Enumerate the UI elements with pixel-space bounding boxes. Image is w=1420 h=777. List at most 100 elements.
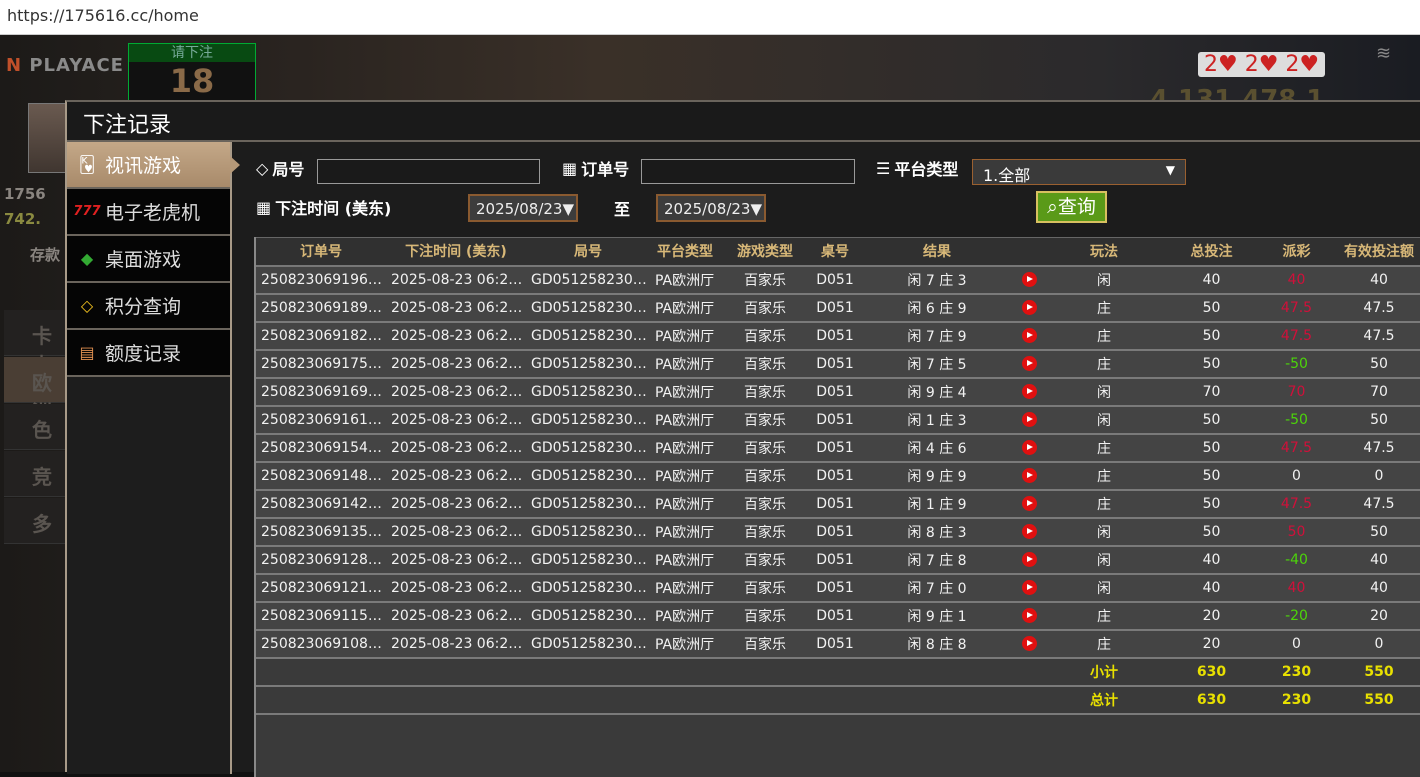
cell-table-id: D051 <box>810 377 860 407</box>
modal-title: 下注记录 <box>67 102 1420 142</box>
replay-cell <box>1014 405 1044 435</box>
clipboard-icon: ▦ <box>562 158 578 178</box>
cell-total-bet: 50 <box>1164 349 1259 379</box>
play-video-icon[interactable] <box>1021 636 1037 651</box>
bet-records-modal: 下注记录 🂾 视讯游戏 777 电子老虎机 ◆ 桌面游戏 ◇ 积分查询 ▤ 额度记录 ◇ 局… <box>65 100 1420 777</box>
cell-round-id: GD051258230MT <box>526 377 650 407</box>
play-video-icon[interactable] <box>1021 524 1037 539</box>
cell-game-type: 百家乐 <box>720 433 810 463</box>
cell-game-type: 百家乐 <box>720 489 810 519</box>
cell-table-id: D051 <box>810 489 860 519</box>
play-video-icon[interactable] <box>1021 412 1037 427</box>
cell-round-id: GD051258230MX <box>526 265 650 295</box>
play-video-icon[interactable] <box>1021 300 1037 315</box>
cell-game-type: 百家乐 <box>720 629 810 659</box>
play-video-icon[interactable] <box>1021 356 1037 371</box>
cell-valid-bet: 40 <box>1334 265 1420 295</box>
cell-total-bet: 40 <box>1164 265 1259 295</box>
cell-round-id: GD051258230MK <box>526 629 650 659</box>
cell-order-id: 250823069135395 <box>256 517 386 547</box>
nav-item-credit-records[interactable]: ▤ 额度记录 <box>67 330 230 377</box>
play-video-icon[interactable] <box>1021 440 1037 455</box>
table-row: 250823069108934 2025-08-23 06:20:29 GD0512… <box>256 629 1420 659</box>
play-video-icon[interactable] <box>1021 552 1037 567</box>
date-to-picker[interactable]: 2025/08/23▼ <box>656 194 766 222</box>
play-video-icon[interactable] <box>1021 272 1037 287</box>
cell-order-id: 250823069142511 <box>256 489 386 519</box>
cell-total-bet: 50 <box>1164 293 1259 323</box>
play-video-icon[interactable] <box>1021 496 1037 511</box>
cell-round-id: GD051258230MO <box>526 517 650 547</box>
cell-bet-type: 闲 <box>1044 573 1164 603</box>
play-video-icon[interactable] <box>1021 580 1037 595</box>
play-video-icon[interactable] <box>1021 384 1037 399</box>
cell-game-type: 百家乐 <box>720 349 810 379</box>
cell-round-id: GD051258230MQ <box>526 461 650 491</box>
order-input[interactable] <box>641 159 855 184</box>
date-from-picker[interactable]: 2025/08/23▼ <box>468 194 578 222</box>
cell-platform: PA欧洲厅 <box>650 573 720 603</box>
to-label: 至 <box>614 200 631 219</box>
cell-result: 闲 1 庄 9 <box>860 489 1014 519</box>
list-icon: ☰ <box>876 158 891 178</box>
replay-cell <box>1014 601 1044 631</box>
subtotal-total-bet: 630 <box>1164 657 1259 687</box>
play-video-icon[interactable] <box>1021 468 1037 483</box>
cell-valid-bet: 20 <box>1334 601 1420 631</box>
cell-game-type: 百家乐 <box>720 545 810 575</box>
cell-game-type: 百家乐 <box>720 405 810 435</box>
cell-total-bet: 50 <box>1164 461 1259 491</box>
cell-result: 闲 4 庄 6 <box>860 433 1014 463</box>
document-icon: ▤ <box>79 343 95 362</box>
nav-item-live-games[interactable]: 🂾 视讯游戏 <box>67 142 240 189</box>
cell-bet-time: 2025-08-23 06:28:51 <box>386 293 526 323</box>
cell-table-id: D051 <box>810 293 860 323</box>
play-video-icon[interactable] <box>1021 608 1037 623</box>
table-row: 250823069189298 2025-08-23 06:28:51 GD0512… <box>256 293 1420 323</box>
cell-payout: -40 <box>1259 545 1334 575</box>
cell-bet-time: 2025-08-23 06:21:08 <box>386 601 526 631</box>
column-header: 游戏类型 <box>720 237 810 267</box>
column-header: 总投注 <box>1164 237 1259 267</box>
play-video-icon[interactable] <box>1021 328 1037 343</box>
slot-777-icon: 777 <box>73 204 101 219</box>
cell-valid-bet: 40 <box>1334 545 1420 575</box>
cell-valid-bet: 40 <box>1334 573 1420 603</box>
cell-bet-time: 2025-08-23 06:25:15 <box>386 433 526 463</box>
cell-payout: 47.5 <box>1259 433 1334 463</box>
table-row: 250823069161131 2025-08-23 06:25:54 GD0512… <box>256 405 1420 435</box>
column-header <box>1014 237 1044 267</box>
cell-payout: -50 <box>1259 349 1334 379</box>
cell-order-id: 250823069161131 <box>256 405 386 435</box>
cell-round-id: GD051258230MS <box>526 405 650 435</box>
platform-select[interactable]: 1.全部 ▼ <box>972 159 1186 185</box>
cell-table-id: D051 <box>810 629 860 659</box>
round-input[interactable] <box>317 159 540 184</box>
nav-item-slots[interactable]: 777 电子老虎机 <box>67 189 230 236</box>
table-row: 250823069148017 2025-08-23 06:24:32 GD0512… <box>256 461 1420 491</box>
cell-round-id: GD051258230MU <box>526 349 650 379</box>
cell-result: 闲 6 庄 9 <box>860 293 1014 323</box>
column-header: 有效投注额 <box>1334 237 1420 267</box>
cell-payout: 0 <box>1259 461 1334 491</box>
column-header: 派彩 <box>1259 237 1334 267</box>
cell-bet-time: 2025-08-23 06:27:24 <box>386 349 526 379</box>
bet-records-table: 订单号 下注时间 (美东) 局号 平台类型 游戏类型 桌号 结果 玩法 总投注 派彩 有效投注额 2… <box>254 237 1420 777</box>
deposit-link[interactable]: 存款 <box>30 246 61 264</box>
cell-table-id: D051 <box>810 265 860 295</box>
replay-cell <box>1014 265 1044 295</box>
cell-result: 闲 7 庄 0 <box>860 573 1014 603</box>
column-header: 结果 <box>860 237 1014 267</box>
address-bar[interactable]: https://175616.cc/home <box>0 0 1420 35</box>
nav-item-points[interactable]: ◇ 积分查询 <box>67 283 230 330</box>
replay-cell <box>1014 489 1044 519</box>
query-button[interactable]: ⌕查询 <box>1036 191 1107 223</box>
cell-bet-type: 庄 <box>1044 349 1164 379</box>
cell-order-id: 250823069148017 <box>256 461 386 491</box>
cell-table-id: D051 <box>810 601 860 631</box>
category-nav: 🂾 视讯游戏 777 电子老虎机 ◆ 桌面游戏 ◇ 积分查询 ▤ 额度记录 <box>67 142 240 774</box>
cell-valid-bet: 70 <box>1334 377 1420 407</box>
cell-game-type: 百家乐 <box>720 461 810 491</box>
cell-bet-type: 闲 <box>1044 517 1164 547</box>
nav-item-table-games[interactable]: ◆ 桌面游戏 <box>67 236 230 283</box>
